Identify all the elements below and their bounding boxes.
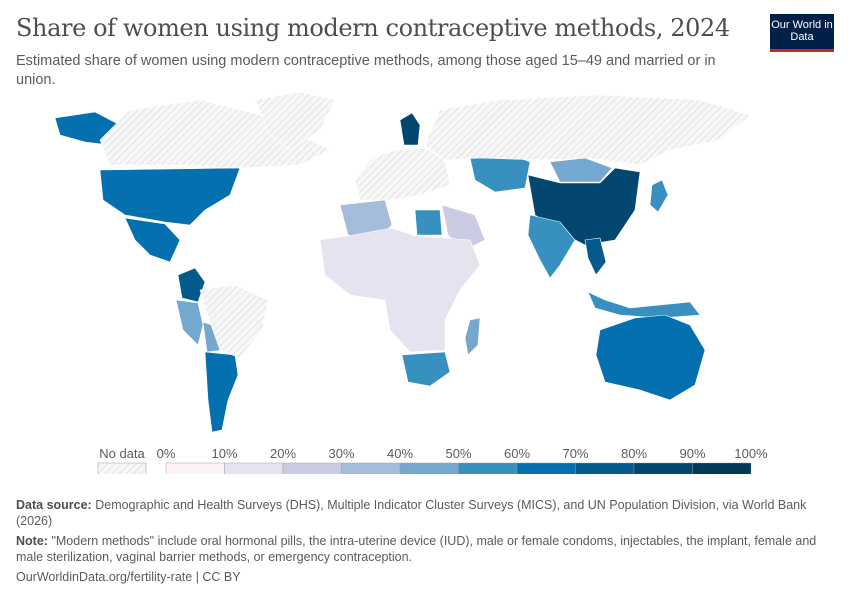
legend-bin-50-60[interactable]: [458, 462, 518, 474]
region-mexico[interactable]: [124, 217, 181, 263]
world-map: [54, 91, 751, 433]
region-peru[interactable]: [175, 299, 204, 346]
legend-no-data-swatch: [97, 462, 147, 474]
legend-bin-60-70[interactable]: [516, 462, 576, 474]
legend-tick-label: 40%: [386, 446, 414, 461]
region-argentina[interactable]: [204, 351, 239, 433]
source-text: Demographic and Health Surveys (DHS), Mu…: [16, 498, 807, 528]
owid-logo[interactable]: Our World in Data: [770, 14, 834, 52]
region-madagascar[interactable]: [464, 317, 481, 356]
legend-bin-80-90[interactable]: [633, 462, 693, 474]
region-brazil[interactable]: [199, 284, 269, 359]
legend-bin-70-80[interactable]: [575, 462, 635, 474]
region-europe[interactable]: [354, 147, 451, 201]
chart-subtitle: Estimated share of women using modern co…: [16, 53, 716, 88]
map-legend: [97, 462, 752, 474]
region-egypt[interactable]: [414, 209, 443, 236]
legend-bin-90-100[interactable]: [692, 462, 752, 474]
legend-tick-label: 10%: [211, 446, 238, 461]
legend-tick-label: 0%: [156, 446, 176, 461]
legend-tick-label: 70%: [562, 446, 589, 461]
region-russia[interactable]: [424, 94, 751, 166]
legend-bin-0-10[interactable]: [165, 462, 225, 474]
region-indonesia[interactable]: [587, 291, 701, 319]
region-japan[interactable]: [649, 179, 669, 213]
legend-bin-30-40[interactable]: [341, 462, 401, 474]
chart-title: Share of women using modern contraceptiv…: [16, 14, 730, 42]
legend-bin-20-30[interactable]: [282, 462, 342, 474]
region-greenland[interactable]: [254, 91, 336, 151]
region-west-central-africa[interactable]: [319, 227, 481, 353]
legend-bin-10-20[interactable]: [224, 462, 284, 474]
region-south-africa[interactable]: [401, 351, 451, 387]
data-source: Data source: Demographic and Health Surv…: [16, 497, 836, 529]
legend-tick-label: 90%: [679, 446, 706, 461]
legend-tick-label: 20%: [269, 446, 297, 461]
note: Note: "Modern methods" include oral horm…: [16, 533, 836, 565]
legend-tick-label: 80%: [620, 446, 648, 461]
region-thailand[interactable]: [584, 237, 607, 276]
source-url[interactable]: OurWorldinData.org/fertility-rate | CC B…: [16, 570, 241, 584]
legend-tick-label: 100%: [734, 446, 768, 461]
legend-bin-40-50[interactable]: [399, 462, 459, 474]
region-finland[interactable]: [399, 112, 421, 146]
region-india[interactable]: [527, 214, 576, 279]
region-canada[interactable]: [99, 99, 331, 169]
legend-no-data-label: No data: [99, 446, 145, 461]
region-colombia[interactable]: [177, 267, 206, 303]
note-text: "Modern methods" include oral hormonal p…: [16, 534, 817, 564]
region-mongolia[interactable]: [549, 157, 613, 183]
legend-tick-label: 30%: [328, 446, 355, 461]
legend-tick-label: 50%: [445, 446, 472, 461]
note-label: Note:: [16, 534, 48, 548]
source-label: Data source:: [16, 498, 92, 512]
region-australia[interactable]: [595, 314, 706, 401]
legend-tick-label: 60%: [503, 446, 531, 461]
